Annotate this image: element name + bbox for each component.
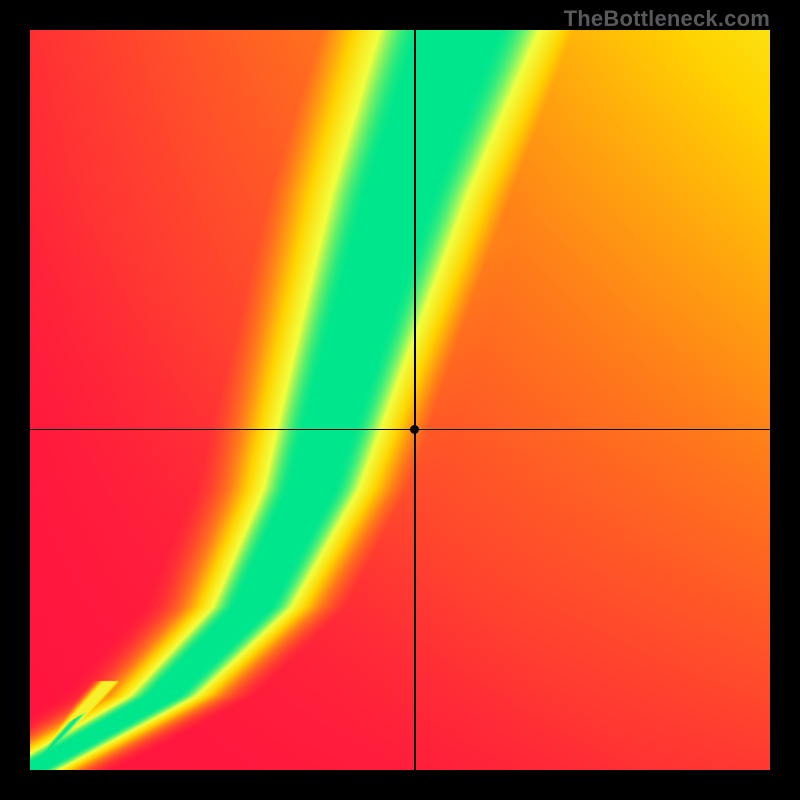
- chart-container: TheBottleneck.com: [0, 0, 800, 800]
- heatmap-canvas: [30, 30, 770, 770]
- heatmap-plot: [30, 30, 770, 770]
- crosshair-horizontal: [30, 429, 770, 431]
- crosshair-vertical: [414, 30, 416, 770]
- watermark-text: TheBottleneck.com: [564, 6, 770, 32]
